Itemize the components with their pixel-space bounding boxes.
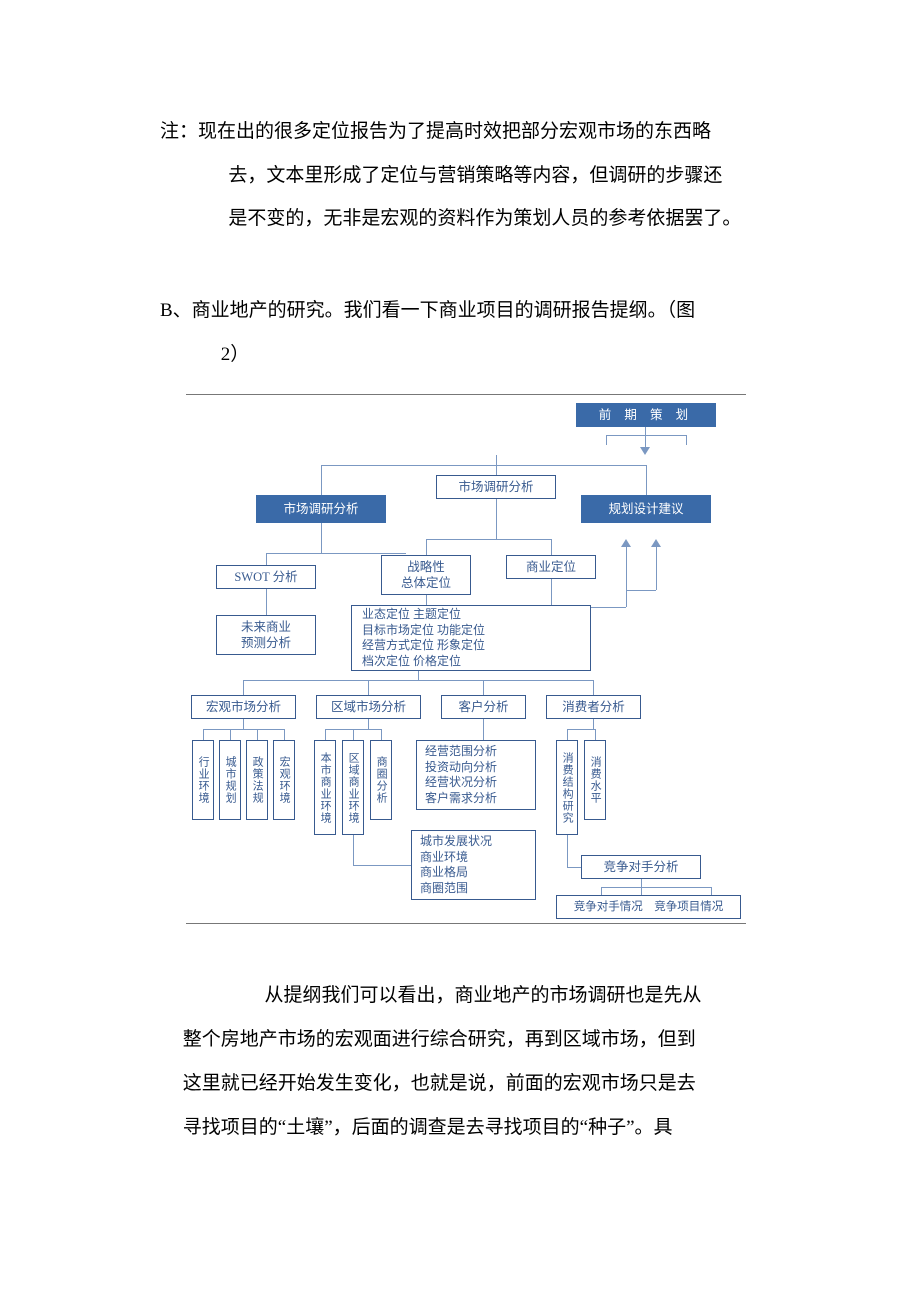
follow-line-1: 从提纲我们可以看出，商业地产的市场调研也是先从 bbox=[160, 974, 810, 1018]
follow-line-4: 寻找项目的“土壤”，后面的调查是去寻找项目的“种子”。具 bbox=[160, 1106, 810, 1150]
connector bbox=[243, 680, 593, 681]
connector bbox=[203, 729, 204, 740]
node-preliminary-planning: 前 期 策 划 bbox=[576, 403, 716, 427]
connector bbox=[243, 719, 244, 729]
connector bbox=[321, 465, 646, 466]
connector bbox=[496, 455, 497, 465]
follow-line-2: 整个房地产市场的宏观面进行综合研究，再到区域市场，但到 bbox=[160, 1018, 810, 1062]
connector bbox=[551, 579, 552, 605]
node-strategic-positioning: 战略性 总体定位 bbox=[381, 555, 471, 595]
connector bbox=[591, 607, 626, 608]
flowchart-figure-2: 前 期 策 划 市场调研分析 市场调研分析 规划设计建议 SWOT 分析 未来商… bbox=[186, 394, 746, 924]
section-b-line-2: 2） bbox=[160, 333, 810, 377]
connector bbox=[656, 545, 657, 590]
node-city-dev: 城市发展状况 商业环境 商业格局 商圈范围 bbox=[411, 830, 536, 900]
connector bbox=[606, 435, 607, 445]
connector bbox=[567, 729, 568, 740]
arrow-up-icon bbox=[621, 539, 631, 547]
connector bbox=[567, 729, 595, 730]
connector bbox=[321, 523, 322, 553]
node-city-plan: 城市规划 bbox=[219, 740, 241, 820]
node-trade-area: 商圈分析 bbox=[370, 740, 392, 820]
node-macro-market: 宏观市场分析 bbox=[191, 695, 296, 719]
connector bbox=[711, 887, 712, 895]
connector bbox=[601, 887, 602, 895]
note-line-3: 是不变的，无非是宏观的资料作为策划人员的参考依据罢了。 bbox=[160, 197, 810, 241]
connector bbox=[353, 729, 354, 740]
connector bbox=[567, 867, 581, 868]
connector bbox=[426, 539, 427, 555]
note-line-2: 去，文本里形成了定位与营销策略等内容，但调研的步骤还 bbox=[160, 154, 810, 198]
node-positioning-matrix: 业态定位 主题定位 目标市场定位 功能定位 经营方式定位 形象定位 档次定位 价… bbox=[351, 605, 591, 671]
connector bbox=[230, 729, 231, 740]
connector bbox=[593, 719, 594, 729]
connector bbox=[567, 835, 568, 867]
node-policy: 政策法规 bbox=[246, 740, 268, 820]
connector bbox=[686, 435, 687, 445]
connector bbox=[203, 729, 284, 730]
connector bbox=[426, 595, 427, 605]
arrow-down-icon bbox=[640, 447, 650, 455]
connector bbox=[496, 499, 497, 539]
connector bbox=[266, 553, 267, 565]
connector bbox=[284, 729, 285, 740]
connector bbox=[483, 719, 484, 740]
section-b-heading: B、商业地产的研究。我们看一下商业项目的调研报告提纲。（图 2） bbox=[160, 289, 810, 376]
node-macro-env: 宏观环境 bbox=[273, 740, 295, 820]
connector bbox=[368, 719, 369, 729]
node-planning-design: 规划设计建议 bbox=[581, 495, 711, 523]
connector bbox=[626, 590, 656, 591]
connector bbox=[266, 589, 267, 615]
connector bbox=[325, 729, 326, 740]
node-future-forecast: 未来商业 预测分析 bbox=[216, 615, 316, 655]
connector bbox=[626, 545, 627, 607]
connector bbox=[601, 887, 711, 888]
node-business-positioning: 商业定位 bbox=[506, 555, 596, 579]
connector bbox=[257, 729, 258, 740]
arrow-up-icon bbox=[651, 539, 661, 547]
connector bbox=[551, 539, 552, 555]
connector bbox=[243, 680, 244, 695]
connector bbox=[496, 465, 497, 475]
connector bbox=[321, 465, 322, 495]
node-competitor-detail: 竞争对手情况 竞争项目情况 bbox=[556, 895, 741, 919]
connector bbox=[593, 680, 594, 695]
follow-line-3: 这里就已经开始发生变化，也就是说，前面的宏观市场只是去 bbox=[160, 1062, 810, 1106]
note-line-1: 注：现在出的很多定位报告为了提高时效把部分宏观市场的东西略 bbox=[160, 110, 810, 154]
connector bbox=[645, 427, 646, 449]
connector bbox=[426, 539, 551, 540]
node-customer-analysis: 客户分析 bbox=[441, 695, 526, 719]
connector bbox=[368, 680, 369, 695]
connector bbox=[353, 865, 411, 866]
connector bbox=[381, 729, 382, 740]
node-consumer-analysis: 消费者分析 bbox=[546, 695, 641, 719]
connector bbox=[418, 671, 419, 680]
connector bbox=[483, 680, 484, 695]
connector bbox=[266, 553, 406, 554]
node-operation-analysis: 经营范围分析 投资动向分析 经营状况分析 客户需求分析 bbox=[416, 740, 536, 810]
node-swot: SWOT 分析 bbox=[216, 565, 316, 589]
node-region-commerce-env: 区域商业环境 bbox=[342, 740, 364, 835]
connector bbox=[353, 835, 354, 865]
node-consume-structure: 消费结构研究 bbox=[556, 740, 578, 835]
section-b-line-1: B、商业地产的研究。我们看一下商业项目的调研报告提纲。（图 bbox=[160, 289, 810, 333]
node-competitor: 竞争对手分析 bbox=[581, 855, 701, 879]
connector bbox=[646, 465, 647, 495]
node-regional-market: 区域市场分析 bbox=[316, 695, 421, 719]
node-market-research-top: 市场调研分析 bbox=[436, 475, 556, 499]
connector bbox=[606, 435, 686, 436]
connector bbox=[595, 729, 596, 740]
follow-paragraph: 从提纲我们可以看出，商业地产的市场调研也是先从 整个房地产市场的宏观面进行综合研… bbox=[160, 974, 810, 1149]
node-market-research-left: 市场调研分析 bbox=[256, 495, 386, 523]
node-industry-env: 行业环境 bbox=[192, 740, 214, 820]
node-consume-level: 消费水平 bbox=[584, 740, 606, 820]
note-paragraph: 注：现在出的很多定位报告为了提高时效把部分宏观市场的东西略 去，文本里形成了定位… bbox=[160, 110, 810, 241]
node-city-commerce-env: 本市商业环境 bbox=[314, 740, 336, 835]
